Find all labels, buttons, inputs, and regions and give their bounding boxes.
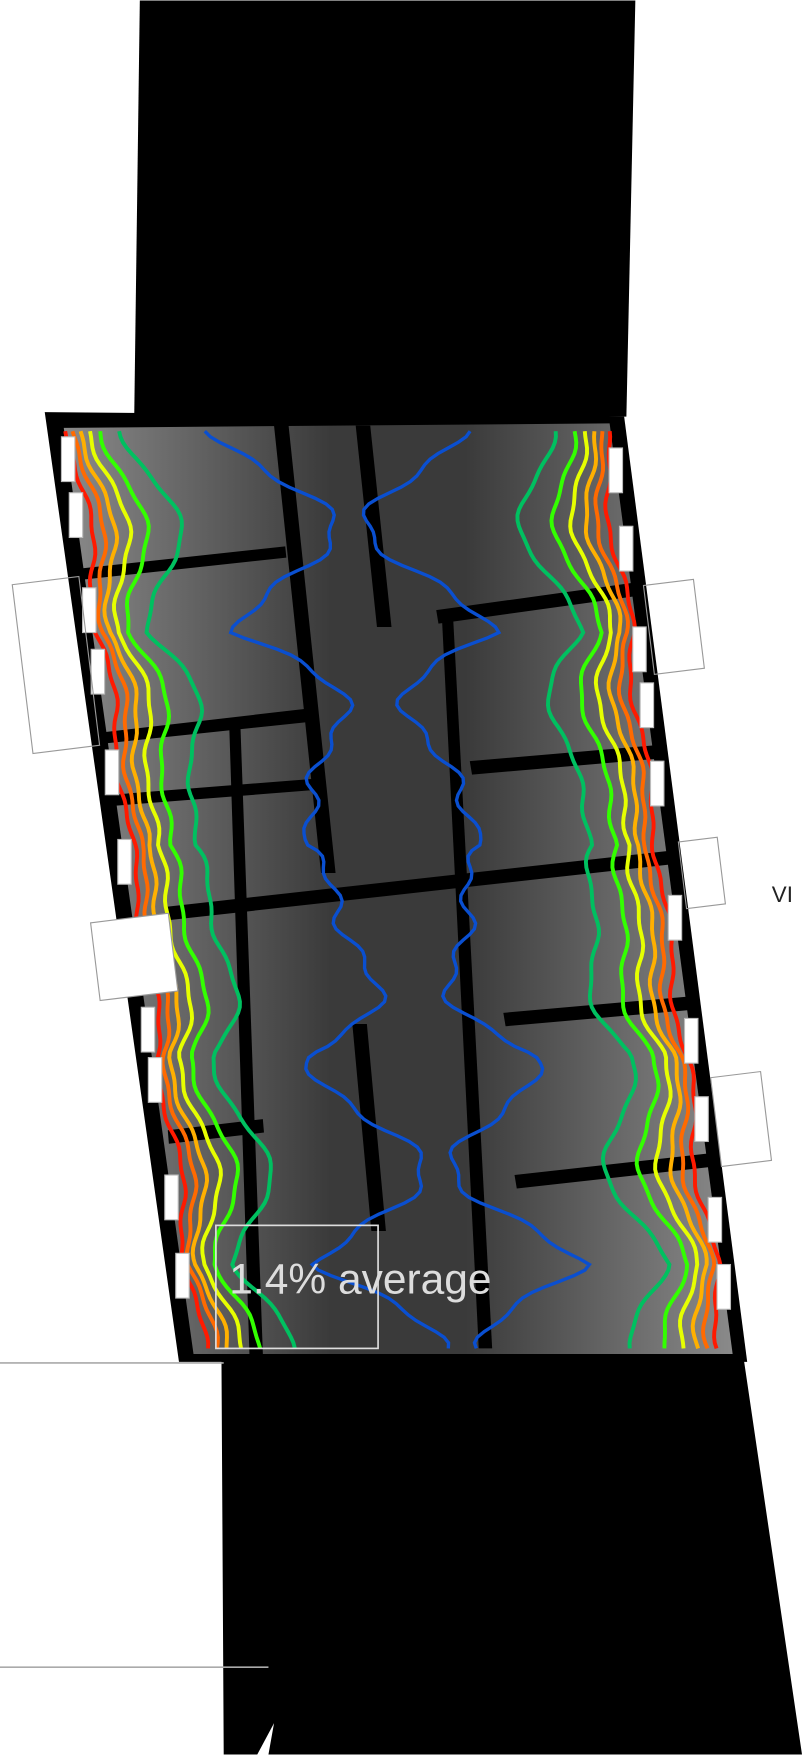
window-frame (642, 578, 705, 675)
contour-line (603, 431, 723, 1350)
side-text: VI (772, 882, 793, 907)
walls (78, 425, 719, 1355)
window (716, 1263, 732, 1310)
windows (60, 436, 732, 1310)
contour-line (63, 430, 211, 1349)
contour-line (361, 430, 592, 1349)
window (140, 1006, 156, 1053)
window (639, 682, 655, 729)
contour-line (78, 430, 229, 1349)
contour-line (549, 430, 690, 1349)
window (164, 1174, 179, 1221)
window (175, 1252, 190, 1299)
window (649, 760, 665, 807)
window (68, 492, 84, 539)
window (104, 749, 120, 796)
window (60, 436, 76, 483)
window-frame (11, 575, 101, 755)
window (694, 1096, 709, 1143)
lower-block (221, 1359, 802, 1755)
average-label: 1.4% average (229, 1257, 491, 1304)
window (618, 525, 634, 572)
window-frame (677, 836, 727, 910)
contours (63, 430, 723, 1350)
window (667, 894, 683, 941)
window-frame (709, 1070, 773, 1168)
window (117, 838, 132, 885)
contour-line (568, 431, 700, 1349)
contour-line (583, 431, 709, 1350)
contour-line (98, 431, 263, 1349)
window (632, 626, 647, 673)
contour-line (117, 430, 297, 1349)
contour-line (515, 431, 672, 1349)
window (147, 1057, 163, 1103)
contour-line (593, 431, 717, 1350)
upper-block (134, 0, 636, 417)
window (707, 1196, 723, 1243)
contour-line (88, 430, 243, 1349)
window (90, 648, 106, 695)
window-frame (89, 912, 179, 1002)
contour-line (70, 430, 220, 1349)
window (683, 1017, 699, 1064)
label-box (215, 1224, 379, 1350)
window (608, 447, 624, 494)
contour-line (203, 430, 451, 1349)
